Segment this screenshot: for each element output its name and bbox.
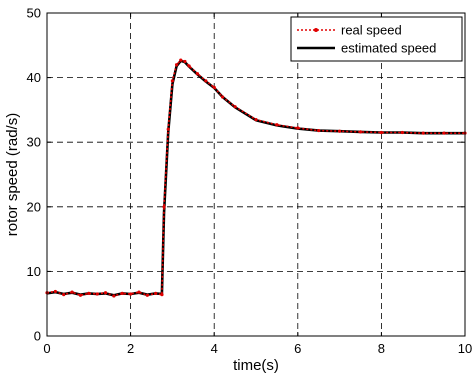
real-speed-point [112, 294, 116, 298]
real-speed-point [220, 95, 225, 99]
real-speed-point [166, 127, 170, 131]
legend-label: real speed [341, 23, 402, 38]
real-speed-point [145, 293, 149, 297]
real-speed-point [162, 205, 166, 209]
real-speed-point [204, 79, 208, 83]
real-speed-point [233, 105, 237, 109]
real-speed-point [358, 130, 363, 134]
series-lines [45, 58, 467, 298]
real-speed-point [183, 59, 187, 64]
real-speed-point [129, 292, 133, 296]
real-speed-point [296, 126, 300, 130]
real-speed-point [160, 293, 164, 297]
y-tick-label: 10 [27, 264, 41, 279]
real-speed-point [70, 290, 74, 294]
plot-frame [46, 12, 466, 337]
real-speed-point [87, 291, 91, 295]
x-axis-label: time(s) [233, 357, 279, 374]
real-speed-point [95, 292, 99, 296]
legend-label: estimated speed [341, 41, 436, 56]
real-speed-point [78, 293, 83, 297]
axis-ticks: 0 2 4 6 8 10 0 10 20 30 40 50 [27, 6, 473, 357]
legend-box [290, 16, 463, 62]
real-speed-point [317, 128, 321, 133]
y-tick-label: 30 [27, 135, 41, 150]
x-tick-label: 6 [294, 341, 301, 356]
y-axis-label: rotor speed (rad/s) [4, 113, 21, 236]
real-speed-point [62, 293, 66, 297]
y-tick-label: 20 [27, 199, 41, 214]
x-tick-label: 0 [43, 341, 50, 356]
real-speed-point [442, 131, 446, 135]
y-tick-label: 0 [34, 329, 41, 344]
real-speed-point [400, 130, 404, 135]
x-tick-label: 10 [458, 341, 472, 356]
x-tick-label: 2 [127, 341, 134, 356]
legend-real-speed-marker [314, 28, 318, 32]
x-tick-label: 8 [378, 341, 385, 356]
real-speed-point [212, 85, 216, 89]
x-tick-label: 4 [211, 341, 218, 356]
real-speed-point [179, 58, 183, 62]
real-speed-point [275, 123, 279, 127]
real-speed-point [379, 130, 383, 135]
real-speed-point [195, 72, 200, 76]
real-speed-point [174, 63, 179, 67]
grid-lines [47, 13, 465, 336]
real-speed-point [154, 291, 158, 295]
y-tick-label: 40 [27, 70, 41, 85]
real-speed-point [187, 64, 191, 68]
real-speed-point [254, 117, 258, 122]
legend: real speed estimated speed [290, 16, 463, 62]
real-speed-point [421, 131, 425, 135]
real-speed-point [338, 129, 342, 133]
real-speed-point [103, 291, 108, 295]
y-tick-label: 50 [27, 6, 41, 21]
real-speed-point [53, 289, 57, 294]
real-speed-point [170, 79, 174, 83]
real-speed-point [137, 290, 141, 294]
legend-entries: real speed estimated speed [297, 23, 436, 56]
real-speed-point [120, 291, 124, 295]
